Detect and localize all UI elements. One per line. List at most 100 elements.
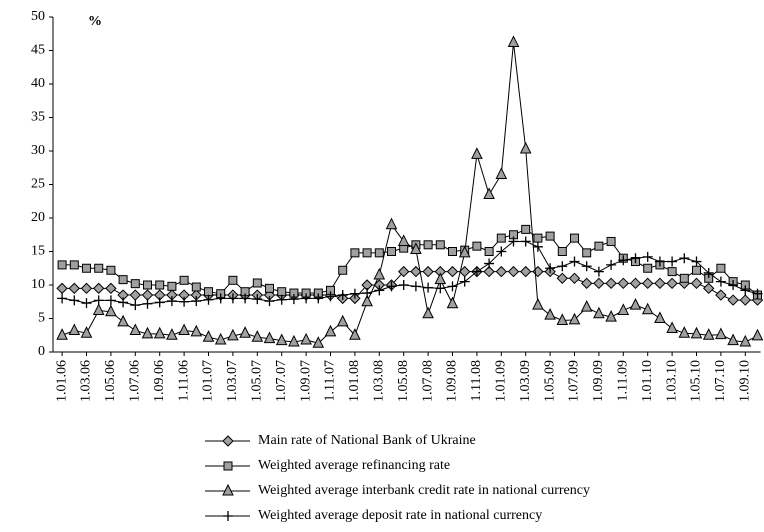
data-point xyxy=(141,289,154,301)
data-point xyxy=(106,265,116,275)
x-tick-label: 1.05.08 xyxy=(396,360,411,402)
data-point xyxy=(337,290,348,301)
data-point xyxy=(532,265,544,278)
data-point xyxy=(398,280,409,290)
data-point xyxy=(556,313,569,326)
legend-label: Weighted average refinancing rate xyxy=(258,458,450,473)
data-point xyxy=(715,327,727,340)
data-point xyxy=(130,300,141,311)
data-point xyxy=(118,275,128,285)
data-point xyxy=(129,289,142,301)
data-point xyxy=(276,294,287,305)
data-point xyxy=(300,332,312,345)
data-point xyxy=(141,326,154,339)
series-line xyxy=(61,42,758,344)
data-point xyxy=(458,265,471,278)
data-point xyxy=(667,256,678,267)
y-tick-label: 25 xyxy=(31,177,45,192)
data-point xyxy=(446,296,459,309)
data-point xyxy=(423,240,433,250)
data-point xyxy=(716,263,726,273)
data-point xyxy=(92,282,105,295)
data-point xyxy=(667,267,677,277)
x-tick-label: 1.01.08 xyxy=(347,360,362,402)
data-point xyxy=(581,261,592,272)
data-point xyxy=(143,280,152,290)
data-point xyxy=(568,312,581,325)
data-point xyxy=(338,265,348,275)
data-point xyxy=(80,282,93,295)
data-point xyxy=(507,265,520,278)
x-tick-label: 1.09.06 xyxy=(152,360,167,402)
x-tick-label: 1.03.09 xyxy=(518,360,533,402)
data-point xyxy=(532,297,544,310)
data-point xyxy=(252,278,262,288)
data-point xyxy=(472,241,482,251)
data-point xyxy=(105,304,117,317)
x-tick-label: 1.11.06 xyxy=(176,360,191,401)
data-point xyxy=(580,277,593,290)
data-point xyxy=(740,285,751,296)
data-point xyxy=(69,260,79,270)
data-point xyxy=(422,306,434,319)
y-tick-label: 35 xyxy=(31,110,45,125)
x-tick-label: 1.11.07 xyxy=(323,360,338,401)
data-point xyxy=(507,35,520,47)
data-point xyxy=(251,330,264,342)
data-point xyxy=(715,289,727,301)
x-tick-label: 1.09.09 xyxy=(591,360,606,402)
data-point xyxy=(69,295,80,306)
data-point xyxy=(532,241,543,252)
data-point xyxy=(350,248,360,258)
data-point xyxy=(727,333,739,346)
data-point xyxy=(57,260,67,270)
data-point xyxy=(313,293,324,304)
data-point xyxy=(82,263,91,273)
data-point xyxy=(301,293,312,304)
data-point xyxy=(190,324,203,337)
data-point xyxy=(105,282,117,295)
data-point xyxy=(570,233,579,243)
data-point xyxy=(483,265,495,278)
data-point xyxy=(752,288,763,299)
data-point xyxy=(471,147,483,159)
data-point xyxy=(519,141,532,154)
data-point xyxy=(423,282,434,293)
data-point xyxy=(410,281,421,292)
data-point xyxy=(56,282,68,295)
data-point xyxy=(227,328,239,341)
y-tick-label: 5 xyxy=(38,311,45,326)
data-point xyxy=(204,287,213,297)
x-tick-label: 1.11.08 xyxy=(469,360,484,401)
data-point xyxy=(545,231,555,241)
data-point xyxy=(544,308,556,320)
data-point xyxy=(277,287,287,297)
y-tick-label: 20 xyxy=(31,210,45,225)
data-point xyxy=(447,281,458,292)
y-tick-label: 50 xyxy=(31,9,45,24)
data-point xyxy=(739,334,752,347)
data-point xyxy=(690,326,703,339)
data-point xyxy=(410,265,422,278)
legend-marker xyxy=(223,461,233,471)
data-point xyxy=(484,247,494,256)
data-point xyxy=(118,297,129,308)
x-tick-label: 1.07.06 xyxy=(128,360,143,402)
data-point xyxy=(410,242,422,254)
series-line xyxy=(62,271,758,301)
x-tick-label: 1.09.08 xyxy=(445,360,460,402)
data-point xyxy=(387,247,396,256)
legend-marker xyxy=(223,511,233,521)
data-point xyxy=(154,297,165,308)
data-point xyxy=(92,303,105,315)
data-point xyxy=(93,295,104,306)
x-tick-label: 1.03.08 xyxy=(372,360,387,402)
x-tick-label: 1.01.07 xyxy=(201,360,216,402)
legend-label: Weighted average deposit rate in nationa… xyxy=(258,508,542,523)
data-point xyxy=(678,326,691,338)
data-point xyxy=(57,293,68,304)
data-point xyxy=(605,277,617,290)
data-point xyxy=(264,296,275,307)
data-point xyxy=(275,333,288,346)
data-point xyxy=(679,273,689,283)
